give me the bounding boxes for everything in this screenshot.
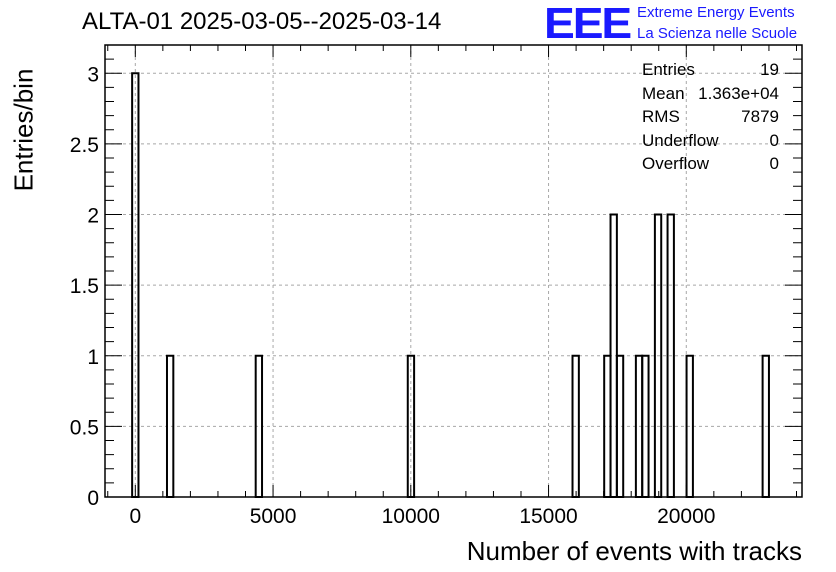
x-tick-label: 15000 [519, 505, 577, 528]
stats-row-overflow: Overflow 0 [642, 154, 779, 178]
y-tick-label: 2.5 [70, 134, 99, 157]
chart-title: ALTA-01 2025-03-05--2025-03-14 [82, 8, 442, 35]
logo-line-2: La Scienza nelle Scuole [637, 25, 798, 42]
stats-label: Entries [642, 60, 695, 79]
stats-label: Overflow [642, 154, 710, 173]
histogram-bin [254, 354, 264, 498]
stats-label: Mean [642, 83, 685, 103]
stats-label: Underflow [642, 130, 719, 150]
x-tick-label: 0 [129, 505, 141, 528]
x-tick-label: 5000 [250, 505, 297, 528]
stats-value: 0 [769, 154, 779, 173]
y-tick-label: 1.5 [70, 275, 99, 298]
y-tick-label: 3 [87, 63, 99, 86]
x-tick-label: 20000 [657, 505, 715, 528]
histogram-bin [165, 354, 175, 498]
stats-row-underflow: Underflow 0 [642, 131, 779, 155]
stats-value: 7879 [741, 107, 779, 126]
y-tick-label: 1 [87, 346, 99, 369]
logo-line-1: Extreme Energy Events [637, 4, 795, 21]
y-axis-label-box: Entries/bin [2, 69, 46, 192]
y-tick-label: 0 [87, 487, 99, 510]
stats-box: Entries 19 Mean 1.363e+04 RMS 7879 Under… [642, 60, 779, 178]
stats-row-mean: Mean 1.363e+04 [642, 84, 779, 108]
x-axis-label: Number of events with tracks [466, 536, 802, 566]
histogram-bin [615, 354, 625, 498]
y-axis-label: Entries/bin [8, 68, 39, 192]
x-tick-label: 10000 [382, 505, 440, 528]
stats-value: 19 [760, 60, 779, 79]
stats-row-entries: Entries 19 [642, 60, 779, 84]
y-tick-label: 2 [87, 205, 99, 228]
stats-label: RMS [642, 107, 680, 126]
stats-value: 0 [769, 130, 779, 150]
stats-value: 1.363e+04 [698, 83, 779, 103]
stats-row-rms: RMS 7879 [642, 107, 779, 131]
y-tick-label: 0.5 [70, 416, 99, 439]
eee-logo: EEE [544, 0, 632, 48]
